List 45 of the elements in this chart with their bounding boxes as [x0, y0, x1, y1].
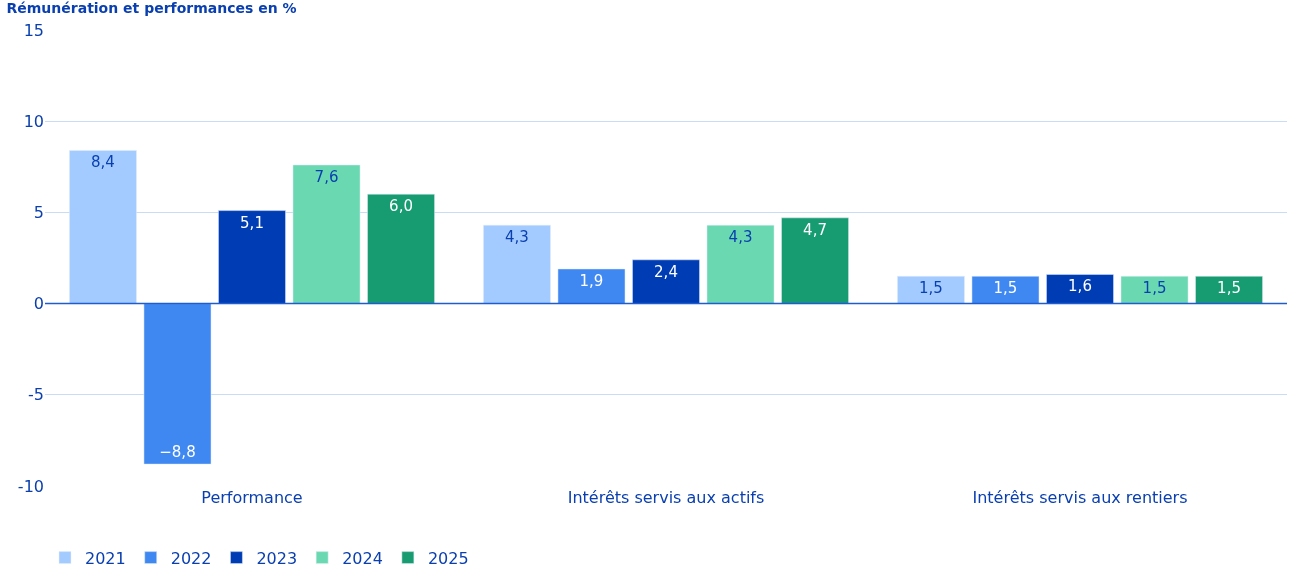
data-label: 7,6 [314, 167, 339, 186]
y-tick-label: -5 [28, 385, 44, 405]
x-tick-label: Intérêts servis aux rentiers [972, 488, 1188, 507]
data-label: 4,3 [728, 228, 753, 247]
y-tick-label: 5 [33, 203, 44, 222]
x-tick-label: Intérêts servis aux actifs [567, 488, 765, 507]
data-label: 4,7 [803, 220, 827, 239]
data-label: 8,4 [91, 153, 115, 172]
bar [367, 193, 435, 304]
bar [897, 275, 965, 304]
data-label: 6,0 [389, 197, 413, 216]
bar [781, 217, 849, 304]
bar [218, 210, 286, 304]
y-tick-label: 0 [33, 294, 44, 314]
legend-label: 2024 [342, 548, 383, 568]
bar [971, 275, 1040, 304]
bar [1120, 275, 1189, 304]
legend-label: 2023 [256, 548, 298, 568]
y-tick-label: 10 [23, 111, 44, 131]
bar [483, 224, 551, 304]
bar [69, 150, 137, 304]
data-label: 1,5 [993, 279, 1018, 298]
data-label: 1,5 [919, 279, 943, 298]
legend-label: 2021 [85, 548, 126, 568]
bar [1046, 274, 1114, 304]
bar [706, 224, 775, 304]
data-label: −8,8 [159, 443, 196, 462]
data-label: 1,5 [1217, 279, 1241, 298]
y-tick-label: -10 [17, 476, 44, 496]
chart-title: Rémunération et performances en % [6, 0, 297, 16]
bar [557, 268, 626, 304]
data-label: 1,5 [1142, 279, 1167, 298]
data-label: 4,3 [505, 228, 529, 247]
data-label: 2,4 [654, 262, 678, 281]
bar [143, 303, 212, 465]
y-tick-label: 15 [23, 20, 44, 40]
legend-label: 2022 [170, 548, 212, 568]
data-label: 1,6 [1068, 277, 1092, 296]
bar [632, 259, 700, 304]
data-label: 1,9 [579, 271, 604, 290]
data-label: 5,1 [240, 213, 264, 232]
bar [292, 164, 361, 304]
bar [1195, 275, 1263, 304]
legend-label: 2025 [427, 548, 469, 568]
x-tick-label: Performance [201, 488, 303, 507]
